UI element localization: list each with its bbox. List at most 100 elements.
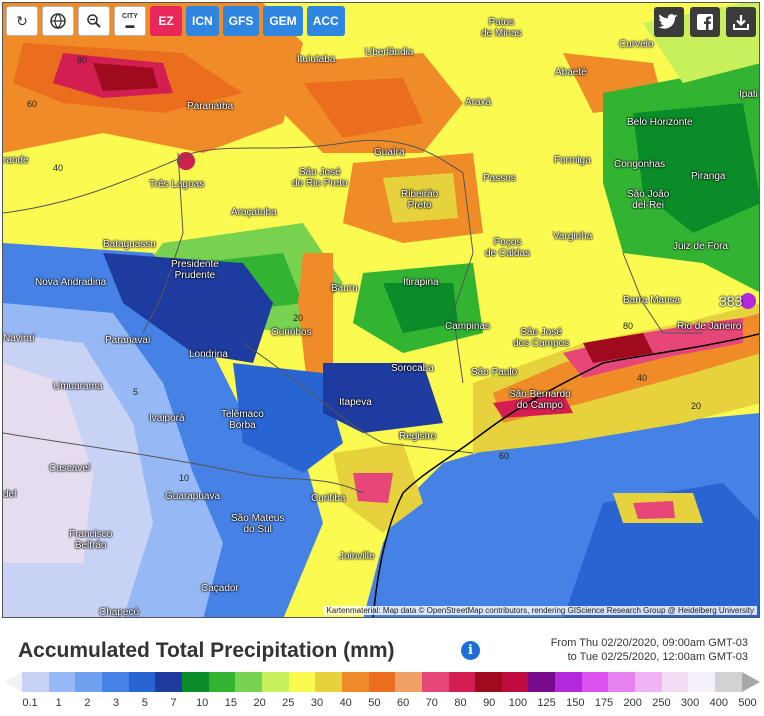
legend-swatch [608, 672, 636, 692]
city-label-grande: rande [3, 155, 29, 166]
city-label-sao-jose-do-rio-preto: São José do Rio Preto [292, 167, 348, 189]
contour-label: 80 [623, 321, 634, 331]
legend-swatch [155, 672, 182, 692]
city-label-patos-de-minas: Patos de Minas [481, 17, 522, 39]
map-toolbar: ↻ CITY ▬ EZ ICN GFS GEM ACC [6, 6, 345, 36]
legend-swatch [421, 672, 449, 692]
city-label-rio-de-janeiro: Rio de Janeiro [677, 321, 742, 332]
model-button-gfs[interactable]: GFS [222, 6, 260, 36]
city-label-ribeirao-preto: Ribeirão Preto [401, 189, 439, 211]
city-label-sao-bernardo-do-campo: São Bernardo do Campo [509, 389, 571, 411]
city-toggle-button[interactable]: CITY ▬ [114, 6, 146, 36]
city-label-paranavai: Paranavaí [105, 335, 151, 346]
legend-swatch [448, 672, 476, 692]
legend-tick-label: 90 [483, 697, 496, 709]
legend-tick-label: 60 [396, 697, 410, 709]
contour-label: 10 [179, 473, 190, 483]
city-label-francisco-beltrao: Francisco Beltrão [69, 529, 113, 551]
legend-tick-label: 7 [170, 697, 177, 709]
legend-tick-label: 30 [310, 697, 324, 709]
legend-tick-label: 250 [652, 697, 671, 709]
legend-tick-label: 80 [454, 697, 467, 709]
legend-swatch [101, 672, 129, 692]
legend-swatch [235, 672, 262, 692]
legend-tick-label: 50 [368, 697, 381, 709]
contour-label: 20 [691, 401, 702, 411]
city-label-presidente-prudente: Presidente Prudente [171, 259, 219, 281]
legend-swatch [315, 672, 342, 692]
legend-swatch [715, 672, 742, 692]
legend-swatch [475, 672, 502, 692]
legend-swatch [501, 672, 529, 692]
legend-tick-label: 125 [537, 697, 556, 709]
legend-swatch [528, 672, 556, 692]
city-label-del: del [3, 489, 17, 500]
city-label-telemaco-borba: Telêmaco Borba [221, 409, 264, 431]
model-button-icn[interactable]: ICN [186, 6, 219, 36]
legend-swatch [661, 672, 689, 692]
info-icon[interactable]: i [461, 641, 480, 660]
legend-max-arrow [742, 672, 760, 692]
zoom-out-button[interactable] [78, 6, 110, 36]
model-button-ez[interactable]: EZ [150, 6, 182, 36]
city-label-ivaipora: Ivaiporã [149, 413, 185, 424]
legend-ticks: 0.1 1 2 3 5 7 10 15 20 25 30 40 50 60 70 80 90 100 125 150 1… [4, 697, 760, 711]
twitter-icon [659, 14, 678, 29]
legend-swatch [261, 672, 289, 692]
legend-tick-label: 2 [84, 697, 91, 709]
refresh-button[interactable]: ↻ [6, 6, 38, 36]
legend-swatch [48, 672, 76, 692]
city-label-itapeva: Itapeva [339, 397, 372, 408]
map-attribution[interactable]: Kartenmaterial: Map data © OpenStreetMap… [323, 606, 757, 615]
legend-tick-label: 200 [623, 697, 642, 709]
legend-swatch [688, 672, 716, 692]
legend-swatch [395, 672, 422, 692]
twitter-button[interactable] [654, 7, 684, 37]
city-label-varginha: Varginha [553, 231, 593, 242]
contour-label: 5 [133, 387, 139, 397]
legend-swatch [181, 672, 209, 692]
peak-value-label: 383 [719, 293, 743, 309]
contour-label: 40 [53, 163, 64, 173]
legend-tick-label: 150 [566, 697, 585, 709]
globe-button[interactable] [42, 6, 74, 36]
legend-swatch [75, 672, 102, 692]
legend-swatch [368, 672, 396, 692]
legend-swatch [341, 672, 369, 692]
city-label-ituiutaba: Ituiutaba [297, 54, 336, 65]
legend-tick-label: 100 [508, 697, 528, 709]
legend-swatch [288, 672, 316, 692]
download-icon [733, 15, 749, 30]
period-from: From Thu 02/20/2020, 09:00am GMT-03 [550, 637, 748, 649]
refresh-icon: ↻ [16, 12, 28, 29]
facebook-button[interactable] [690, 7, 720, 37]
city-label-congonhas: Congonhas [614, 159, 666, 170]
city-label-abaete: Abaeté [555, 67, 587, 78]
legend-tick-label: 175 [594, 697, 614, 709]
legend-swatch [635, 672, 662, 692]
legend-swatch [555, 672, 582, 692]
city-label-araxa: Araxá [465, 97, 492, 108]
city-label-sao-joao-del-rei: São João del-Rei [627, 189, 670, 211]
legend-tick-label: 300 [680, 697, 700, 709]
legend-tick-label: 400 [709, 697, 728, 709]
model-button-gem[interactable]: GEM [263, 6, 303, 36]
legend-tick-label: 5 [141, 697, 148, 709]
city-label-registro: Registro [399, 431, 437, 442]
legend-min-arrow [4, 672, 22, 692]
legend-tick-label: 15 [224, 697, 238, 709]
city-label-juiz-de-fora: Juiz de Fora [673, 241, 729, 252]
city-label-pocos-de-caldas: Poços de Caldas [485, 237, 531, 259]
city-label-belo-horizonte: Belo Horizonte [627, 117, 693, 128]
download-button[interactable] [726, 7, 756, 37]
city-label-aracatuba: Araçatuba [231, 207, 277, 218]
legend-tick-label: 70 [425, 697, 438, 709]
city-label-ourinhos: Ourinhos [271, 327, 312, 338]
precipitation-map[interactable]: Patos de Minas Uberlândia Curvelo Ituiuta… [2, 2, 760, 618]
city-label-campinas: Campinas [445, 321, 491, 332]
city-label-nova-andradina: Nova Andradina [35, 277, 107, 288]
model-button-acc[interactable]: ACC [306, 6, 345, 36]
city-label-curvelo: Curvelo [619, 39, 654, 50]
city-label-passos: Passos [483, 173, 516, 184]
facebook-icon [697, 14, 713, 30]
